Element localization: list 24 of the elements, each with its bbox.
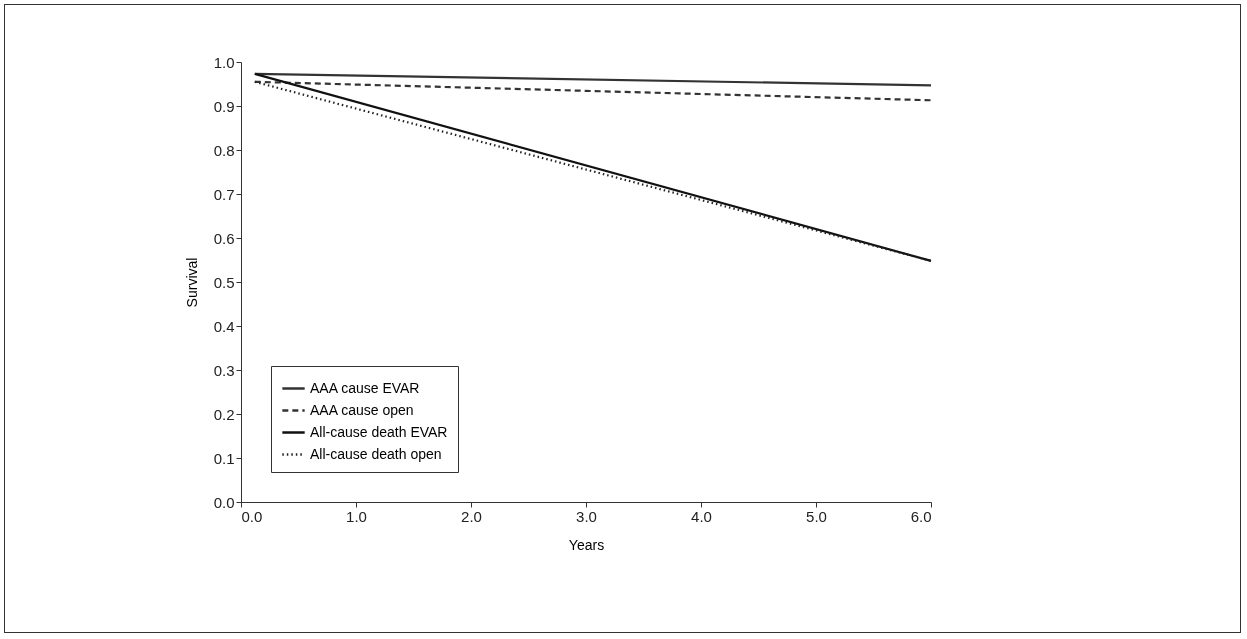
- y-tick-label: 0.4: [213, 317, 235, 335]
- x-axis-title: Years: [568, 536, 605, 553]
- x-tick-label: 6.0: [910, 507, 932, 525]
- y-tick-label: 0.7: [213, 185, 235, 203]
- y-tick-label: 0.5: [213, 273, 235, 291]
- x-tick-label: 5.0: [806, 507, 827, 525]
- x-tick-label: 0.0: [241, 507, 263, 525]
- legend-label: AAA cause open: [310, 401, 414, 418]
- y-tick-label: 0.2: [213, 405, 235, 423]
- y-tick-label: 0.9: [213, 97, 235, 115]
- y-axis-title: Survival: [183, 257, 200, 308]
- y-tick-label: 0.1: [213, 449, 235, 467]
- y-tick-label: 0.8: [213, 141, 235, 159]
- x-tick-label: 3.0: [576, 507, 597, 525]
- legend-label: All-cause death EVAR: [310, 423, 448, 440]
- legend-label: All-cause death open: [310, 445, 442, 462]
- x-tick-label: 1.0: [346, 507, 367, 525]
- y-tick-label: 0.3: [213, 361, 235, 379]
- x-tick-label: 2.0: [461, 507, 482, 525]
- y-tick-label: 0.0: [213, 493, 235, 511]
- x-tick-label: 4.0: [691, 507, 712, 525]
- legend-label: AAA cause EVAR: [310, 379, 420, 396]
- y-tick-label: 0.6: [213, 229, 235, 247]
- y-tick-label: 1.0: [213, 53, 235, 71]
